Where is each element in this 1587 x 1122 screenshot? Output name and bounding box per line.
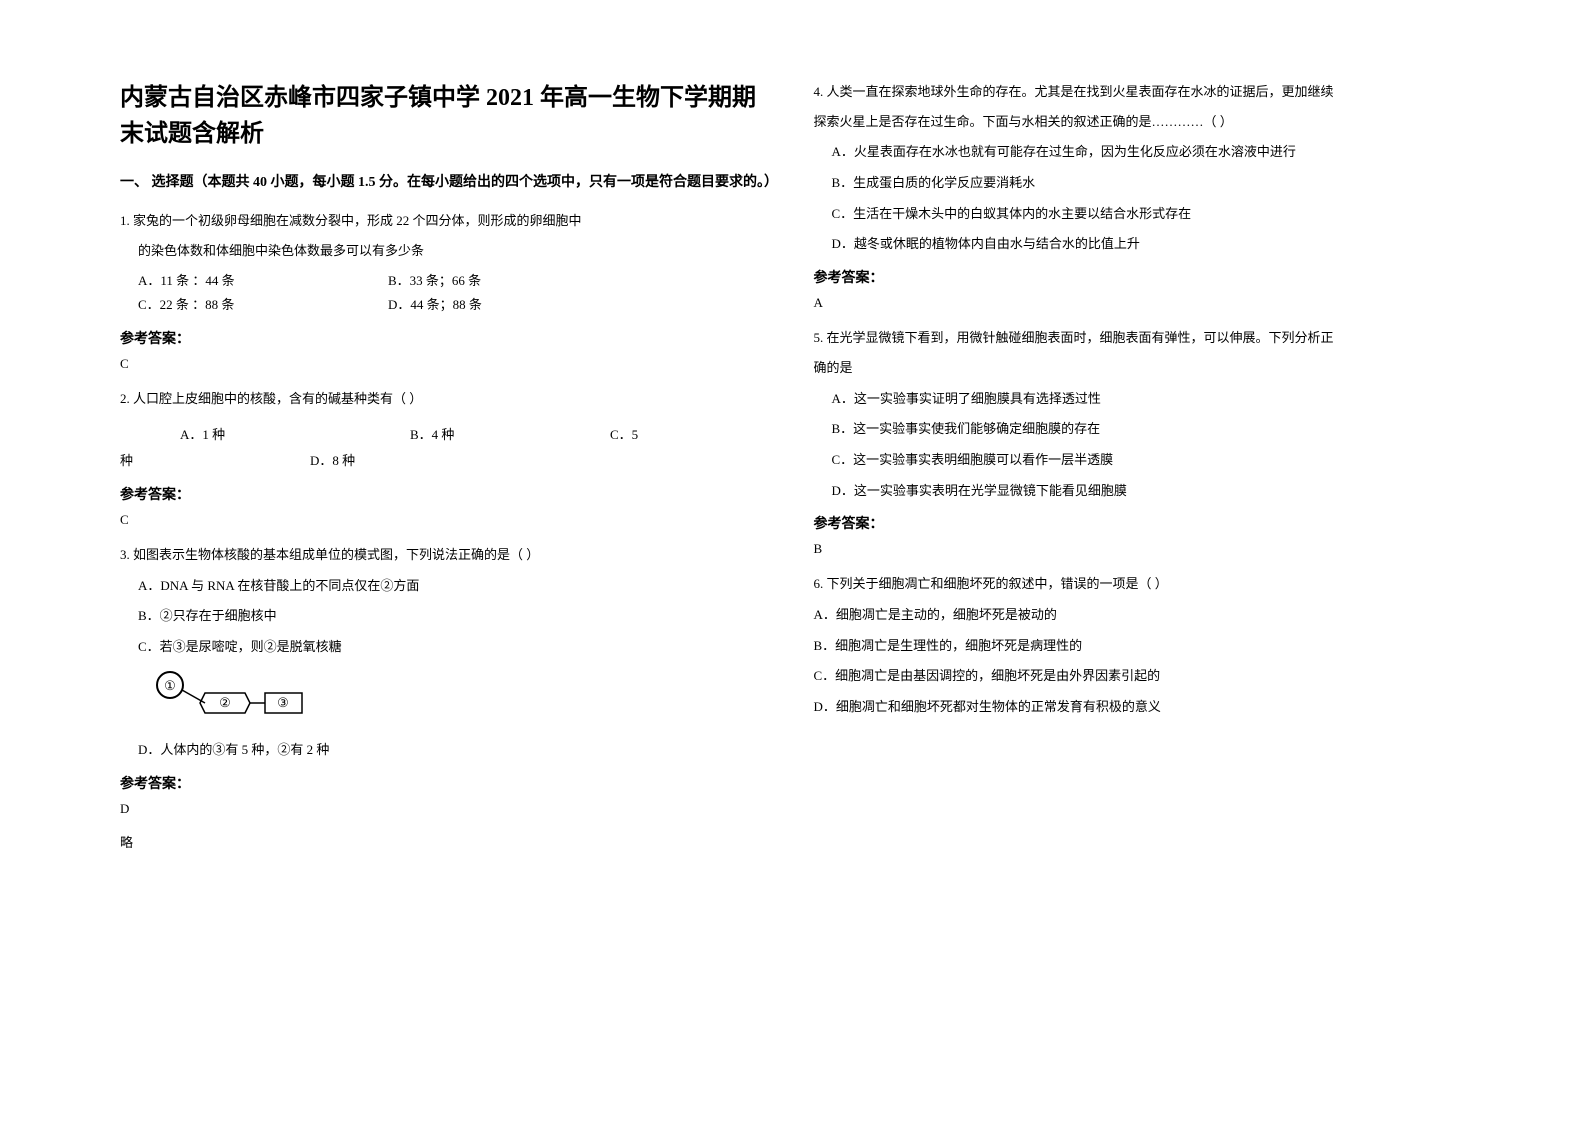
q4-answer-label: 参考答案： (814, 267, 1468, 287)
q1-option-c: C．22 条 ：88 条 (138, 293, 348, 318)
q3-option-c: C．若③是尿嘧啶，则②是脱氧核糖 (120, 635, 774, 660)
q2-option-d: D．8 种 (310, 448, 355, 474)
q5-text-line1: 5. 在光学显微镜下看到，用微针触碰细胞表面时，细胞表面有弹性，可以伸展。下列分… (814, 326, 1468, 351)
q1-options-row1: A．11 条 ：44 条 B．33 条；66 条 (120, 269, 774, 294)
q2-option-c-cont: 种 (120, 448, 310, 474)
right-column: 4. 人类一直在探索地球外生命的存在。尤其是在找到火星表面存在水冰的证据后，更加… (794, 80, 1488, 1082)
q1-option-d: D．44 条；88 条 (388, 293, 482, 318)
q1-answer-label: 参考答案： (120, 328, 774, 348)
q1-answer: C (120, 356, 774, 372)
diagram-label-2: ② (219, 695, 231, 710)
document-title: 内蒙古自治区赤峰市四家子镇中学 2021 年高一生物下学期期末试题含解析 (120, 80, 774, 152)
q6-text: 6. 下列关于细胞凋亡和细胞坏死的叙述中，错误的一项是（ ） (814, 572, 1468, 597)
q5-text-line2: 确的是 (814, 356, 1468, 381)
question-1: 1. 家兔的一个初级卵母细胞在减数分裂中，形成 22 个四分体，则形成的卵细胞中… (120, 209, 774, 318)
question-6: 6. 下列关于细胞凋亡和细胞坏死的叙述中，错误的一项是（ ） A．细胞凋亡是主动… (814, 572, 1468, 719)
q3-extra: 略 (120, 832, 774, 851)
q1-options-row2: C．22 条 ：88 条 D．44 条；88 条 (120, 293, 774, 318)
question-3: 3. 如图表示生物体核酸的基本组成单位的模式图，下列说法正确的是（ ） A．DN… (120, 543, 774, 763)
q2-option-b: B．4 种 (410, 422, 610, 448)
q1-text-line2: 的染色体数和体细胞中染色体数最多可以有多少条 (120, 239, 774, 264)
q6-option-c: C．细胞凋亡是由基因调控的，细胞坏死是由外界因素引起的 (814, 664, 1468, 689)
q4-text-line2: 探索火星上是否存在过生命。下面与水相关的叙述正确的是…………（ ） (814, 110, 1468, 135)
q6-option-b: B．细胞凋亡是生理性的，细胞坏死是病理性的 (814, 634, 1468, 659)
q5-answer: B (814, 541, 1468, 557)
q4-option-c: C．生活在干燥木头中的白蚁其体内的水主要以结合水形式存在 (814, 202, 1468, 227)
q3-answer-label: 参考答案： (120, 773, 774, 793)
q2-options: A．1 种 B．4 种 C．5 (120, 422, 774, 448)
q1-option-a: A．11 条 ：44 条 (138, 269, 348, 294)
q4-option-d: D．越冬或休眠的植物体内自由水与结合水的比值上升 (814, 232, 1468, 257)
section-header: 一、 选择题（本题共 40 小题，每小题 1.5 分。在每小题给出的四个选项中，… (120, 172, 774, 194)
q3-text: 3. 如图表示生物体核酸的基本组成单位的模式图，下列说法正确的是（ ） (120, 543, 774, 568)
document-page: 内蒙古自治区赤峰市四家子镇中学 2021 年高一生物下学期期末试题含解析 一、 … (0, 0, 1587, 1122)
question-2: 2. 人口腔上皮细胞中的核酸，含有的碱基种类有（ ） (120, 387, 774, 412)
q3-answer: D (120, 801, 774, 817)
q3-option-b: B．②只存在于细胞核中 (120, 604, 774, 629)
q2-option-c: C．5 (610, 422, 670, 448)
diagram-svg: ① ② ③ (150, 670, 310, 720)
q4-answer: A (814, 295, 1468, 311)
diagram-label-1: ① (164, 678, 176, 693)
q2-text: 2. 人口腔上皮细胞中的核酸，含有的碱基种类有（ ） (120, 387, 774, 412)
q2-answer: C (120, 512, 774, 528)
question-4: 4. 人类一直在探索地球外生命的存在。尤其是在找到火星表面存在水冰的证据后，更加… (814, 80, 1468, 257)
q2-option-a: A．1 种 (120, 422, 410, 448)
q1-text-line1: 1. 家兔的一个初级卵母细胞在减数分裂中，形成 22 个四分体，则形成的卵细胞中 (120, 209, 774, 234)
left-column: 内蒙古自治区赤峰市四家子镇中学 2021 年高一生物下学期期末试题含解析 一、 … (100, 80, 794, 1082)
question-5: 5. 在光学显微镜下看到，用微针触碰细胞表面时，细胞表面有弹性，可以伸展。下列分… (814, 326, 1468, 503)
q5-option-c: C．这一实验事实表明细胞膜可以看作一层半透膜 (814, 448, 1468, 473)
q5-option-d: D．这一实验事实表明在光学显微镜下能看见细胞膜 (814, 479, 1468, 504)
diagram-label-3: ③ (277, 695, 289, 710)
q2-answer-label: 参考答案： (120, 484, 774, 504)
q5-answer-label: 参考答案： (814, 513, 1468, 533)
q4-option-b: B．生成蛋白质的化学反应要消耗水 (814, 171, 1468, 196)
q3-option-d: D．人体内的③有 5 种，②有 2 种 (120, 738, 774, 763)
q4-text-line1: 4. 人类一直在探索地球外生命的存在。尤其是在找到火星表面存在水冰的证据后，更加… (814, 80, 1468, 105)
q5-option-b: B．这一实验事实使我们能够确定细胞膜的存在 (814, 417, 1468, 442)
q6-option-a: A．细胞凋亡是主动的，细胞坏死是被动的 (814, 603, 1468, 628)
q4-option-a: A．火星表面存在水冰也就有可能存在过生命，因为生化反应必须在水溶液中进行 (814, 140, 1468, 165)
q3-option-a: A．DNA 与 RNA 在核苷酸上的不同点仅在②方面 (120, 574, 774, 599)
q6-option-d: D．细胞凋亡和细胞坏死都对生物体的正常发育有积极的意义 (814, 695, 1468, 720)
q5-option-a: A．这一实验事实证明了细胞膜具有选择透过性 (814, 387, 1468, 412)
q2-options-line2: 种 D．8 种 (120, 448, 774, 474)
nucleotide-diagram: ① ② ③ (150, 670, 774, 729)
q1-option-b: B．33 条；66 条 (388, 269, 481, 294)
